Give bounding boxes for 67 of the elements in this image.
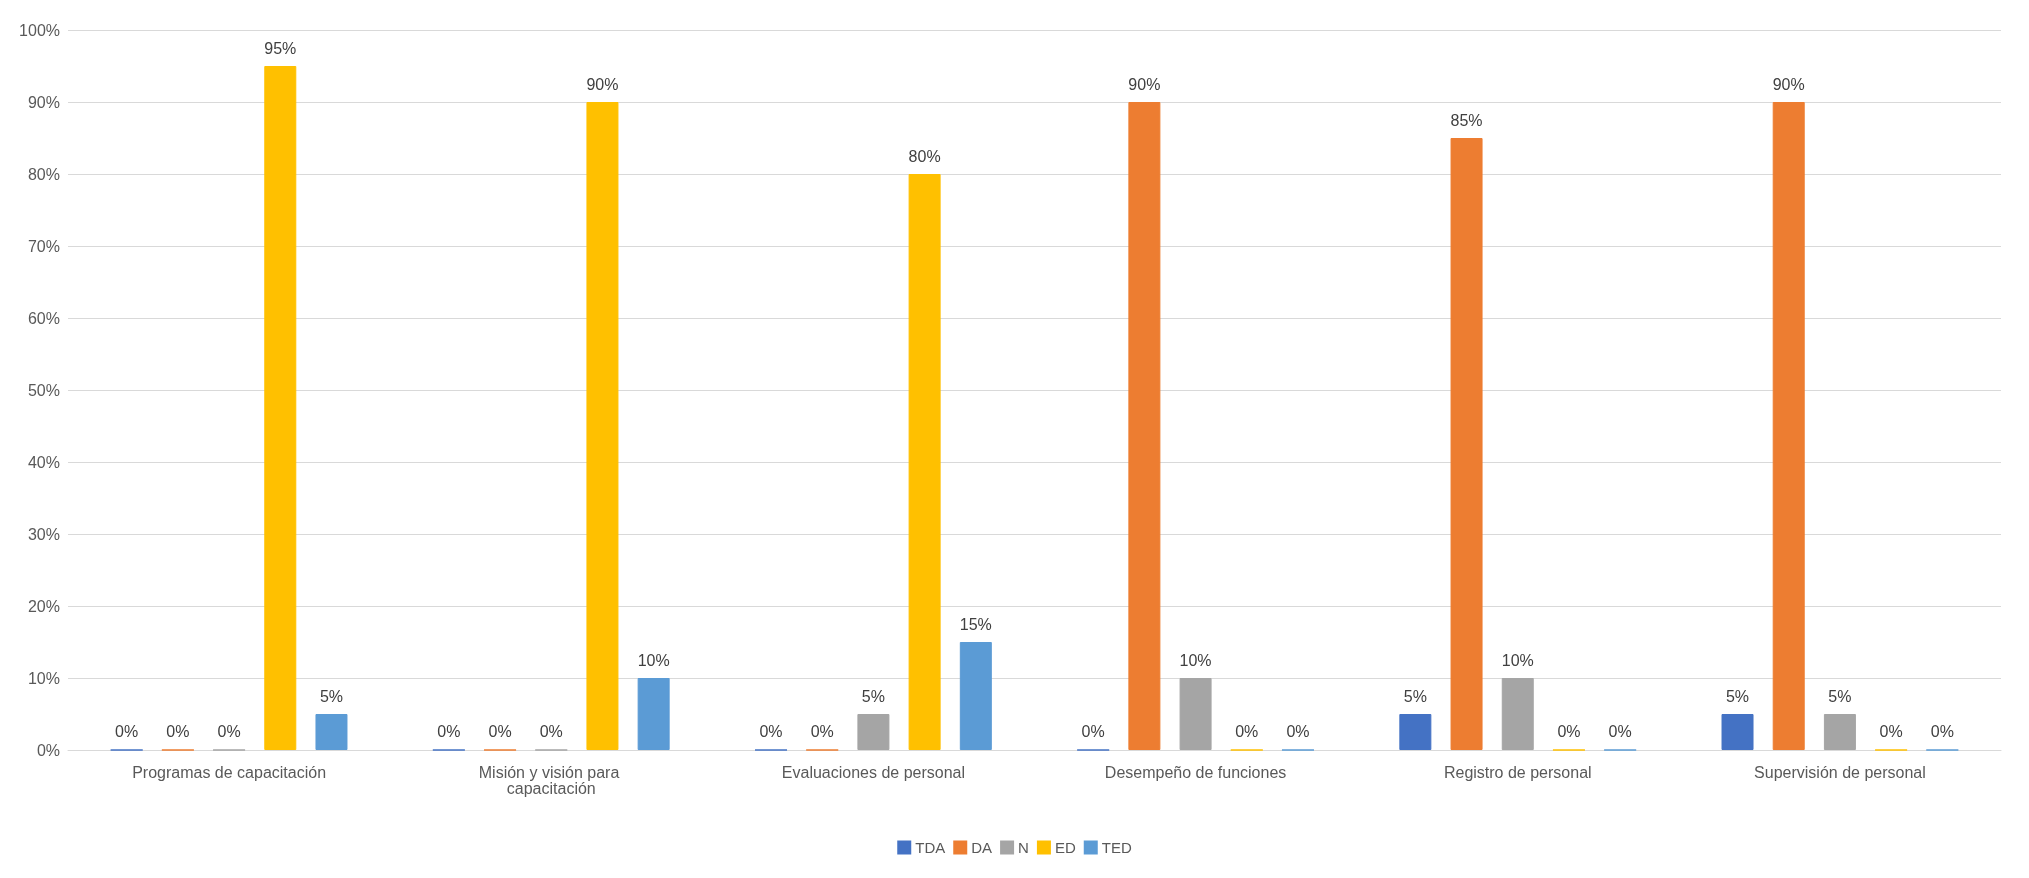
data-label: 5% [1403,687,1427,705]
data-label: 90% [1772,75,1805,93]
data-label: 0% [166,723,190,740]
x-tick-label: Desempeño de funciones [1104,763,1287,781]
bar [1450,138,1483,750]
y-tick-label: 30% [27,525,60,543]
y-tick-label: 80% [27,165,60,183]
data-label: 0% [1557,723,1581,740]
data-label: 0% [759,723,783,740]
data-label: 0% [437,723,461,740]
legend-label: TED [1101,839,1132,856]
data-label: 10% [1501,651,1534,669]
data-label: 0% [1608,723,1632,740]
data-label: 0% [539,723,563,740]
data-label: 95% [264,39,297,57]
data-label: 5% [319,687,344,705]
bar [1179,678,1212,750]
bar [264,66,297,750]
x-tick-label: Misión y visión para capacitación [478,763,624,797]
data-label: 0% [488,723,512,740]
legend-label: ED [1054,839,1076,856]
bar [908,174,941,750]
data-label: 90% [586,75,619,93]
data-label: 80% [908,147,941,165]
bar [637,678,670,750]
legend-label: DA [971,839,993,856]
data-label: 15% [959,615,992,633]
y-tick-label: 0% [36,741,60,759]
bar [1772,102,1805,750]
data-label: 0% [1930,723,1954,740]
data-label: 5% [861,687,885,705]
bar [1399,714,1432,750]
y-tick-label: 20% [27,597,60,615]
y-tick-label: 70% [27,237,60,255]
y-tick-label: 90% [27,93,60,111]
bar [959,642,992,750]
bar [1128,102,1161,750]
bar [315,714,348,750]
legend-label: N [1018,839,1029,856]
data-label: 90% [1128,75,1161,93]
legend-label: TDA [915,839,946,856]
data-label: 5% [1828,687,1852,705]
data-label: 0% [1081,723,1105,740]
bar [586,102,619,750]
y-tick-label: 10% [27,669,60,687]
bar [1501,678,1534,750]
data-label: 0% [1235,723,1259,740]
y-tick-label: 50% [27,381,60,399]
data-label: 0% [217,723,241,740]
data-label: 0% [115,723,139,740]
bar [1721,714,1754,750]
bar [1823,714,1856,750]
data-label: 85% [1450,111,1483,129]
x-tick-label: Registro de personal [1443,763,1592,781]
y-tick-label: 100% [19,21,60,39]
data-label: 5% [1725,687,1750,705]
y-tick-label: 40% [27,453,60,471]
x-tick-label: Evaluaciones de personal [781,763,966,781]
y-tick-label: 60% [27,309,60,327]
data-label: 10% [637,651,670,669]
data-label: 10% [1179,651,1212,669]
x-tick-label: Programas de capacitación [132,763,327,781]
data-label: 0% [810,723,834,740]
data-label: 0% [1286,723,1310,740]
x-tick-label: Supervisión de personal [1754,763,1926,781]
data-label: 0% [1879,723,1903,740]
bar [857,714,890,750]
